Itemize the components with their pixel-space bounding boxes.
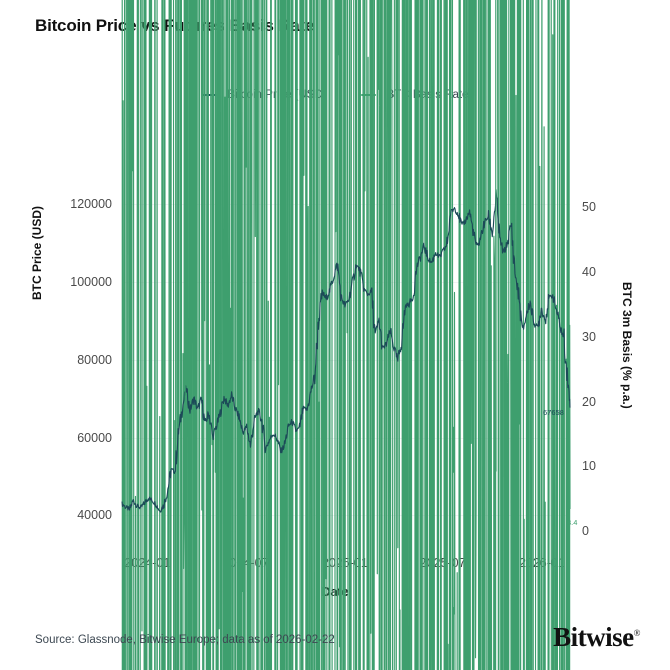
series-lines bbox=[121, 0, 571, 670]
y-axis-right-tick-label: 30 bbox=[582, 329, 596, 344]
footer-source-text: Source: Glassnode, Bitwise Europe; data … bbox=[35, 634, 335, 646]
y-axis-left-title: BTC Price (USD) bbox=[30, 205, 44, 300]
gridline bbox=[122, 515, 570, 517]
y-axis-right-tick-label: 50 bbox=[582, 200, 596, 215]
price-end-value-label: 67658 bbox=[543, 408, 564, 417]
line-bitcoin-price bbox=[121, 189, 571, 513]
gridline bbox=[122, 203, 570, 205]
y-axis-right-tick-label: 0 bbox=[582, 524, 589, 538]
plot-area bbox=[121, 0, 571, 670]
basis-end-value-label: 3.4 bbox=[567, 518, 578, 527]
y-axis-left-ticks: 40000 60000 80000 100000 120000 bbox=[44, 0, 112, 670]
y-axis-right-tick-label: 10 bbox=[582, 459, 596, 474]
y-axis-right-tick-label: 40 bbox=[582, 265, 596, 280]
y-axis-left-tick-label: 120000 bbox=[70, 196, 112, 211]
legend-dash-icon bbox=[201, 94, 217, 96]
registered-mark-icon: ® bbox=[633, 628, 641, 638]
bitwise-logo: Bitwise® bbox=[553, 622, 640, 653]
y-axis-left-tick-label: 100000 bbox=[70, 274, 112, 289]
y-axis-right-tick-label: 20 bbox=[582, 394, 596, 409]
gridline bbox=[122, 281, 570, 283]
gridlines bbox=[122, 188, 570, 531]
y-axis-left-tick-label: 80000 bbox=[77, 352, 112, 367]
y-axis-right-title: BTC 3m Basis (% p.a.) bbox=[620, 282, 634, 409]
gridline bbox=[122, 437, 570, 439]
y-axis-left-tick-label: 60000 bbox=[77, 430, 112, 445]
y-axis-right-ticks: 0 10 20 30 40 50 bbox=[582, 0, 632, 670]
bitwise-logo-text: Bitwise bbox=[553, 622, 634, 652]
gridline bbox=[122, 359, 570, 361]
y-axis-left-tick-label: 40000 bbox=[77, 508, 112, 523]
